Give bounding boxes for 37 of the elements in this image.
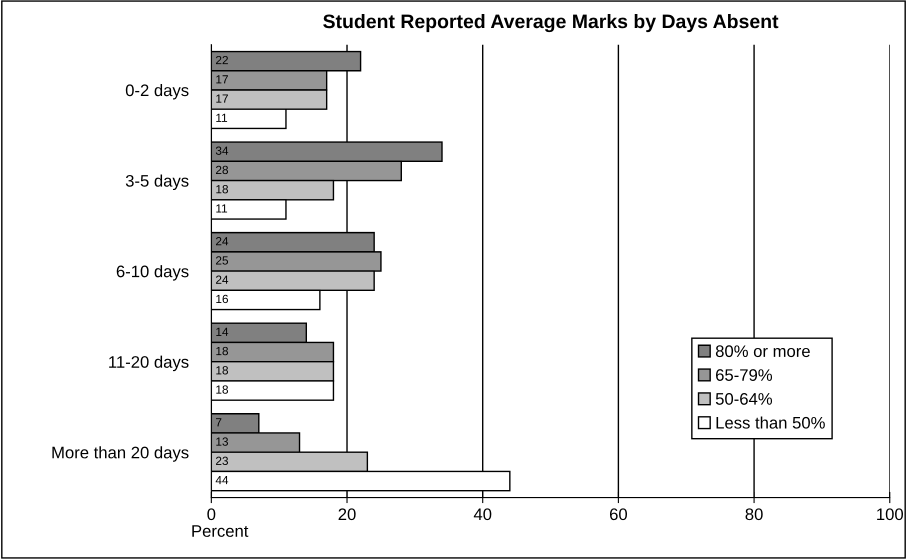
data-label: 7	[216, 418, 222, 426]
data-label: 17	[216, 94, 228, 103]
data-label: 25	[216, 256, 228, 265]
data-label: 13	[216, 437, 228, 446]
data-label: 23	[216, 456, 228, 466]
data-label: 18	[216, 385, 228, 394]
y-tick-label: 0-2 days	[126, 84, 189, 100]
x-tick-label: 20	[338, 508, 356, 520]
legend-label: Less than 50%	[716, 416, 825, 429]
data-label: 18	[216, 184, 228, 194]
data-label: 22	[216, 56, 228, 64]
x-tick-label: 40	[474, 508, 492, 520]
x-axis-title: Percent	[192, 525, 248, 537]
data-label: 24	[216, 237, 228, 246]
data-label: 14	[216, 328, 228, 336]
data-label: 18	[216, 346, 228, 356]
y-tick-label: 3-5 days	[126, 174, 189, 190]
y-tick-label: More than 20 days	[52, 446, 189, 462]
y-tick-label: 11-20 days	[109, 356, 189, 372]
legend-label: 80% or more	[716, 345, 810, 358]
data-label: 18	[216, 366, 228, 374]
chart-title: Student Reported Average Marks by Days Absent	[323, 14, 778, 32]
legend-label: 65-79%	[716, 369, 772, 381]
data-label: 11	[216, 204, 228, 212]
data-label: 16	[216, 294, 228, 304]
x-tick-label: 60	[610, 508, 628, 520]
data-label: 34	[216, 146, 228, 155]
data-label: 17	[216, 75, 228, 84]
data-label: 44	[216, 476, 228, 484]
data-label: 28	[216, 166, 228, 174]
legend-label: 50-64%	[716, 393, 772, 405]
x-tick-label: 0	[207, 508, 216, 520]
data-label: 11	[216, 114, 228, 122]
x-tick-label: 80	[746, 508, 763, 520]
x-tick-label: 100	[877, 508, 904, 520]
data-label: 24	[216, 276, 228, 284]
y-tick-label: 6-10 days	[116, 265, 189, 281]
